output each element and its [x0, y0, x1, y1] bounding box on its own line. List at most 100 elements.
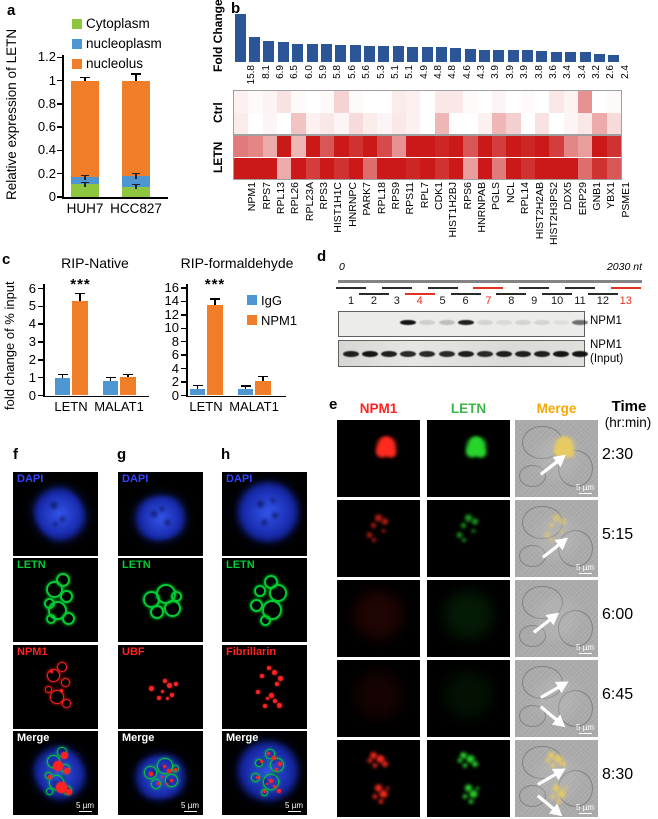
fluor-blob	[378, 789, 389, 799]
heatmap-cell	[549, 91, 564, 113]
cell-outline	[519, 705, 547, 728]
heatmap-cell	[506, 135, 521, 157]
fluor-blob	[163, 519, 171, 526]
tick-label: 1	[48, 72, 56, 88]
fold-change-value: 3.9	[519, 64, 531, 79]
channel-label: DAPI	[226, 473, 253, 485]
fluor-dot	[55, 782, 67, 794]
gene-label: RPL13	[274, 182, 287, 215]
gene-label: PARK7	[361, 182, 374, 216]
fold-change-bar	[608, 54, 620, 62]
scale-bar: 5 µm	[576, 483, 594, 494]
fluor-dot	[167, 682, 173, 688]
category-label: MALAT1	[94, 399, 144, 414]
fluor-blob	[370, 522, 377, 529]
tick-label: 4	[28, 316, 36, 332]
scale-bar-line	[578, 573, 592, 574]
lane-number: 6	[462, 295, 469, 307]
heatmap-cell	[477, 112, 492, 134]
lane-number: 10	[550, 295, 564, 307]
heatmap-cell	[577, 91, 593, 113]
heatmap-cell	[563, 112, 578, 134]
heatmap-cell	[563, 135, 578, 157]
fluor-blob	[380, 436, 392, 447]
gene-label: RPS3	[318, 182, 331, 210]
fluor-blob	[373, 783, 384, 792]
fluor-dot	[260, 674, 265, 679]
blot-band	[534, 350, 550, 357]
heatmap-cell	[262, 135, 277, 157]
fluor-blob	[475, 786, 481, 791]
heatmap-cell	[491, 91, 507, 113]
heatmap-cell	[391, 112, 406, 134]
panel-c-label: c	[2, 251, 11, 268]
gene-label: PSME1	[619, 182, 632, 218]
fluor-blob	[347, 587, 410, 642]
fold-change-bar	[536, 51, 548, 62]
fragment-segment	[496, 292, 527, 295]
heatmap-cell	[248, 91, 263, 113]
fold-change-value: 6.0	[303, 64, 315, 79]
fluor-dot	[166, 783, 169, 786]
heatmap-cell	[506, 91, 521, 113]
npm1-live-image	[337, 500, 420, 577]
tick-mark	[181, 314, 186, 316]
fluor-blob	[461, 762, 469, 769]
time-label: 2:30	[602, 446, 634, 463]
npm1-live-image	[337, 660, 420, 737]
fluor-dot	[256, 775, 259, 779]
tick-mark	[57, 79, 62, 82]
error-bar	[196, 384, 199, 389]
fluor-blob	[437, 667, 500, 722]
error-bar	[244, 385, 247, 389]
heatmap-cell	[262, 157, 277, 179]
red-marker-image-h: Fibrillarin	[222, 645, 307, 729]
fold-change-bar	[306, 44, 318, 62]
fluor-ring	[143, 765, 157, 779]
fluor-blob	[549, 537, 556, 543]
fluor-blob	[455, 532, 464, 539]
fold-change-value: 8.1	[260, 64, 272, 79]
fluor-blob	[380, 528, 386, 533]
panel-b-letn-label: LETN	[211, 141, 225, 173]
fluor-dot	[272, 756, 277, 761]
heatmap-cell	[463, 135, 478, 157]
fold-change-bar	[277, 42, 289, 62]
fold-change-value: 6.9	[274, 64, 286, 79]
gene-label: RPL18	[375, 182, 388, 215]
fluor-ring	[62, 699, 72, 709]
legend-swatch	[72, 19, 82, 29]
fluor-ring	[45, 614, 56, 625]
gene-label: RPL23A	[303, 182, 316, 222]
fold-change-value: 5.3	[375, 64, 387, 79]
fluor-blob	[381, 760, 389, 767]
arrow-icon	[533, 612, 560, 634]
channel-label: Fibrillarin	[226, 646, 277, 658]
heatmap-cell	[234, 91, 249, 113]
fluor-blob	[457, 758, 464, 764]
panel-g-label: g	[117, 446, 127, 463]
heatmap-cell	[520, 91, 535, 113]
channel-label: Merge	[122, 732, 155, 744]
tick-label: 16	[164, 279, 179, 295]
fold-change-value: 3.4	[562, 64, 574, 79]
heatmap-cell	[606, 135, 621, 157]
x-axis-line	[186, 395, 286, 397]
fluor-dot	[163, 764, 167, 768]
heatmap-cell	[291, 91, 306, 113]
fluor-ring	[49, 689, 64, 704]
heatmap-cell	[334, 157, 349, 179]
fluor-dot	[61, 752, 69, 759]
lane-number: 1	[347, 295, 355, 307]
fluor-blob	[270, 511, 279, 520]
blot-band	[362, 350, 379, 357]
fluor-blob	[460, 522, 467, 529]
scale-bar: 5 µm	[576, 643, 594, 654]
fluor-dot	[274, 767, 278, 771]
scale-bar-label: 5 µm	[576, 722, 594, 732]
lane-number: 9	[531, 295, 538, 307]
fluor-blob	[380, 518, 390, 526]
stacked-bar-segment	[122, 186, 150, 197]
blot-band	[553, 350, 570, 357]
heatmap-cell	[348, 157, 363, 179]
